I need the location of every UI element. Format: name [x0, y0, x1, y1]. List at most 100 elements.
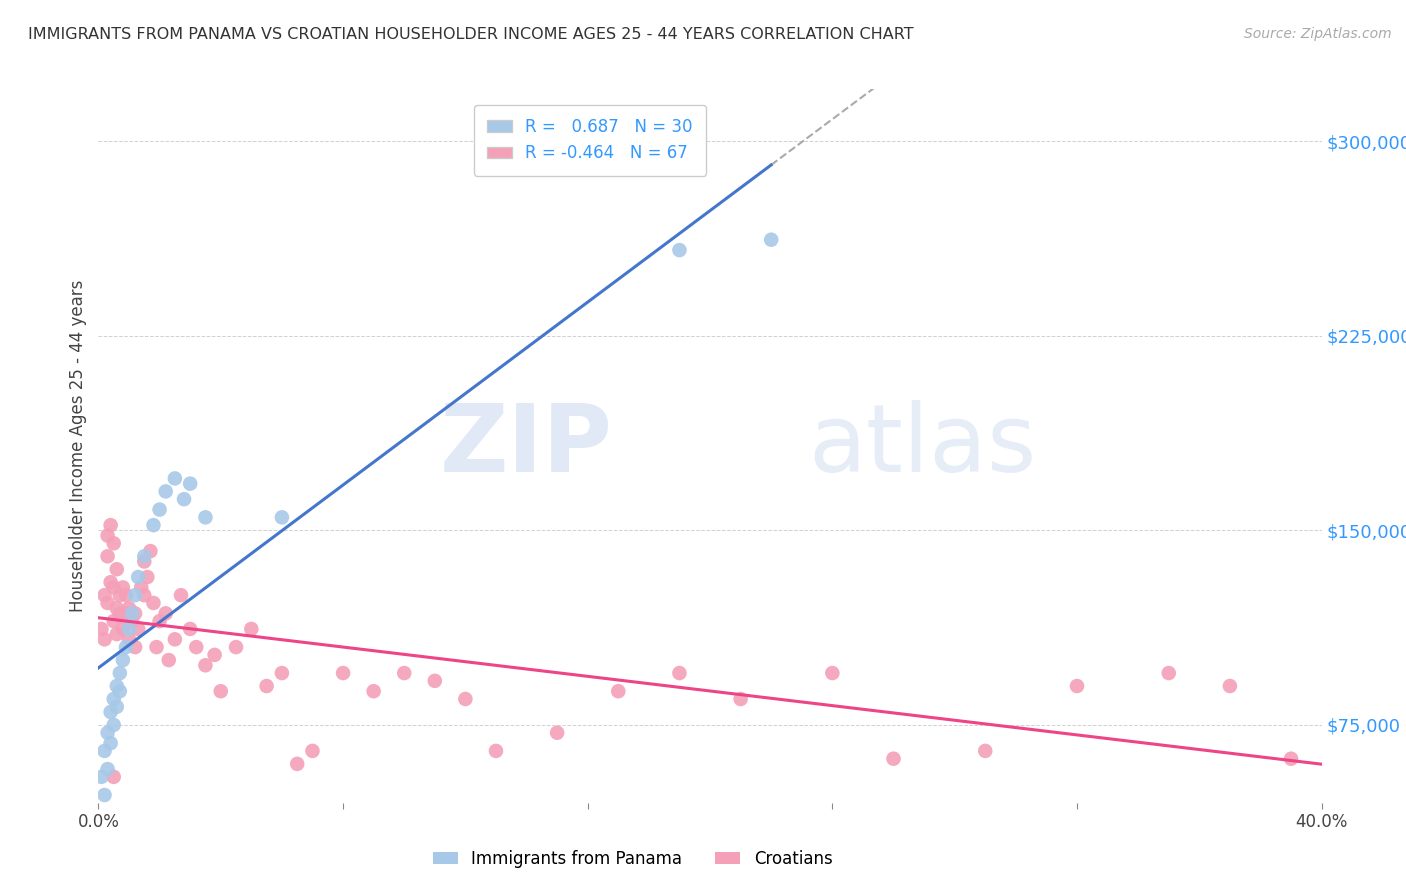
Point [127, 622, 149, 636]
Point [240, 622, 263, 636]
Point [134, 588, 156, 602]
Point [454, 692, 477, 706]
Point [124, 588, 146, 602]
Point [270, 510, 292, 524]
Point [108, 666, 131, 681]
Point [118, 601, 141, 615]
Point [118, 622, 141, 636]
Point [100, 575, 122, 590]
Point [821, 666, 844, 681]
Point [285, 756, 308, 771]
Point [883, 752, 905, 766]
Point [103, 536, 125, 550]
Point [149, 502, 172, 516]
Point [142, 518, 165, 533]
Point [100, 736, 122, 750]
Point [105, 601, 128, 615]
Point [97, 549, 120, 564]
Point [103, 692, 125, 706]
Point [93, 632, 115, 647]
Point [118, 632, 141, 647]
Point [111, 581, 134, 595]
Point [163, 632, 186, 647]
Point [194, 658, 217, 673]
Point [974, 744, 997, 758]
Point [194, 510, 217, 524]
Point [97, 762, 120, 776]
Point [179, 622, 201, 636]
Point [155, 607, 177, 621]
Point [93, 588, 115, 602]
Point [157, 653, 180, 667]
Point [97, 725, 120, 739]
Point [139, 544, 162, 558]
Point [115, 640, 138, 654]
Point [607, 684, 630, 698]
Point [121, 607, 143, 621]
Point [100, 518, 122, 533]
Point [186, 640, 208, 654]
Point [149, 614, 172, 628]
Point [173, 492, 195, 507]
Point [115, 588, 138, 602]
Point [142, 596, 165, 610]
Text: Source: ZipAtlas.com: Source: ZipAtlas.com [1244, 27, 1392, 41]
Point [103, 614, 125, 628]
Point [170, 588, 193, 602]
Point [668, 243, 690, 257]
Point [668, 666, 690, 681]
Point [332, 666, 354, 681]
Point [136, 570, 159, 584]
Point [111, 622, 134, 636]
Point [270, 666, 292, 681]
Point [256, 679, 278, 693]
Point [90, 770, 112, 784]
Point [145, 640, 167, 654]
Point [108, 607, 131, 621]
Point [209, 684, 232, 698]
Point [392, 666, 416, 681]
Point [105, 627, 128, 641]
Point [108, 588, 131, 602]
Point [93, 788, 115, 802]
Point [103, 581, 125, 595]
Point [105, 679, 128, 693]
Point [546, 725, 568, 739]
Point [179, 476, 201, 491]
Point [105, 699, 128, 714]
Point [108, 684, 131, 698]
Point [155, 484, 177, 499]
Point [124, 640, 146, 654]
Point [100, 705, 122, 719]
Legend: Immigrants from Panama, Croatians: Immigrants from Panama, Croatians [426, 844, 839, 875]
Text: IMMIGRANTS FROM PANAMA VS CROATIAN HOUSEHOLDER INCOME AGES 25 - 44 YEARS CORRELA: IMMIGRANTS FROM PANAMA VS CROATIAN HOUSE… [28, 27, 914, 42]
Point [163, 471, 186, 485]
Point [97, 596, 120, 610]
Point [423, 673, 446, 688]
Point [93, 744, 115, 758]
Point [1066, 679, 1088, 693]
Text: ZIP: ZIP [439, 400, 612, 492]
Legend: R =   0.687   N = 30, R = -0.464   N = 67: R = 0.687 N = 30, R = -0.464 N = 67 [474, 104, 706, 176]
Point [363, 684, 385, 698]
Point [103, 770, 125, 784]
Point [225, 640, 247, 654]
Point [115, 607, 138, 621]
Point [127, 570, 149, 584]
Y-axis label: Householder Income Ages 25 - 44 years: Householder Income Ages 25 - 44 years [69, 280, 87, 612]
Point [121, 614, 143, 628]
Point [759, 233, 782, 247]
Point [103, 718, 125, 732]
Point [730, 692, 752, 706]
Point [97, 528, 120, 542]
Text: atlas: atlas [808, 400, 1036, 492]
Point [124, 607, 146, 621]
Point [134, 554, 156, 568]
Point [111, 653, 134, 667]
Point [1279, 752, 1302, 766]
Point [204, 648, 226, 662]
Point [485, 744, 508, 758]
Point [129, 581, 152, 595]
Point [105, 562, 128, 576]
Point [1157, 666, 1180, 681]
